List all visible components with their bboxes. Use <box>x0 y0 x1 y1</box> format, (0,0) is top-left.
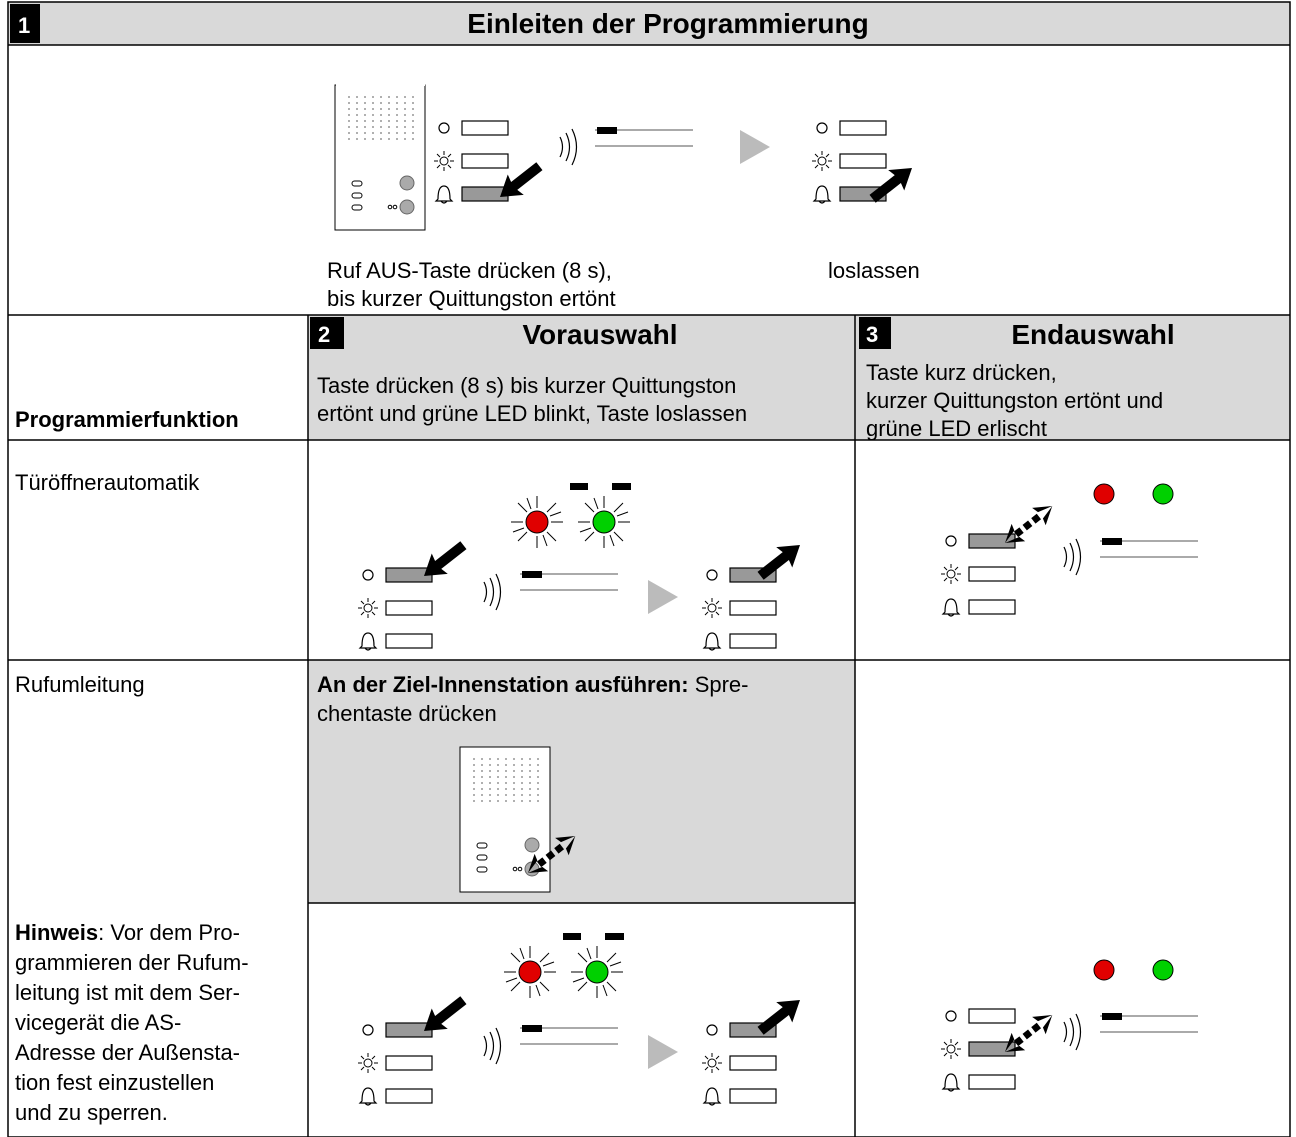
section-number: 2 <box>318 322 330 347</box>
sound <box>559 128 578 166</box>
tone-meter <box>519 570 619 591</box>
sound <box>483 1027 502 1065</box>
instruction: kurzer Quittungston ertönt und <box>866 388 1163 413</box>
tone-meter <box>594 126 694 147</box>
note-text: : Vor dem Pro- <box>98 920 240 945</box>
blinking-leds <box>511 483 631 548</box>
keypad <box>358 567 433 650</box>
note-line: grammieren der Rufum- <box>15 950 249 975</box>
caption: loslassen <box>828 258 920 283</box>
instruction: An der Ziel-Innenstation ausführen: Spre… <box>317 672 749 697</box>
note-line: Hinweis: Vor dem Pro- <box>15 920 240 945</box>
section-title: Einleiten der Programmierung <box>467 8 868 39</box>
caption: bis kurzer Quittungston ertönt <box>327 286 616 311</box>
instruction: chentaste drücken <box>317 701 497 726</box>
instruction: Taste drücken (8 s) bis kurzer Quittungs… <box>317 373 736 398</box>
note-label: Hinweis <box>15 920 98 945</box>
illustration <box>334 84 921 231</box>
function-name: Rufumleitung <box>15 672 145 697</box>
table-lines <box>7 1 1291 1137</box>
next-arrow <box>740 130 770 164</box>
device-edge <box>336 84 425 86</box>
leds <box>1093 959 1174 981</box>
sound <box>1063 538 1082 576</box>
section-number: 3 <box>866 322 878 347</box>
tone-meter <box>519 1024 619 1045</box>
leds <box>1093 483 1174 505</box>
keypad <box>941 1008 1016 1091</box>
header-bg <box>8 2 1290 45</box>
number-box <box>10 4 40 43</box>
keypad <box>702 567 777 650</box>
note-line: vicegerät die AS- <box>15 1010 181 1035</box>
column-header: Programmierfunktion <box>15 407 239 432</box>
caption: Ruf AUS-Taste drücken (8 s), <box>327 258 612 283</box>
section-title: Vorauswahl <box>522 319 677 350</box>
cell-bg <box>308 660 855 903</box>
instruction-text: Spre- <box>689 672 749 697</box>
tone-meter <box>1099 1012 1199 1033</box>
subheader-bg <box>308 315 1290 440</box>
instruction-label: An der Ziel-Innenstation ausführen: <box>317 672 689 697</box>
note: Hinweis: Vor dem Pro- grammieren der Ruf… <box>15 920 249 1125</box>
note-line: Adresse der Außensta- <box>15 1040 240 1065</box>
keypad <box>434 120 509 203</box>
number-box <box>859 317 891 349</box>
section-title: Endauswahl <box>1011 319 1174 350</box>
illustration <box>358 483 1199 650</box>
instruction: grüne LED erlischt <box>866 416 1047 441</box>
number-box <box>310 317 344 349</box>
blinking-leds <box>504 933 624 998</box>
note-line: tion fest einzustellen <box>15 1070 214 1095</box>
sound <box>483 573 502 611</box>
sound <box>1063 1013 1082 1051</box>
note-line: leitung ist mit dem Ser- <box>15 980 240 1005</box>
indoor-station <box>334 84 426 231</box>
tone-meter <box>1099 537 1199 558</box>
keypad <box>358 1022 433 1105</box>
next-arrow <box>648 580 678 614</box>
function-name: Türöffnerautomatik <box>15 470 200 495</box>
instruction: ertönt und grüne LED blinkt, Taste losla… <box>317 401 747 426</box>
instruction: Taste kurz drücken, <box>866 360 1057 385</box>
keypad <box>702 1022 777 1105</box>
next-arrow <box>648 1035 678 1069</box>
note-line: und zu sperren. <box>15 1100 168 1125</box>
section-number: 1 <box>18 13 30 38</box>
keypad <box>941 533 1016 616</box>
